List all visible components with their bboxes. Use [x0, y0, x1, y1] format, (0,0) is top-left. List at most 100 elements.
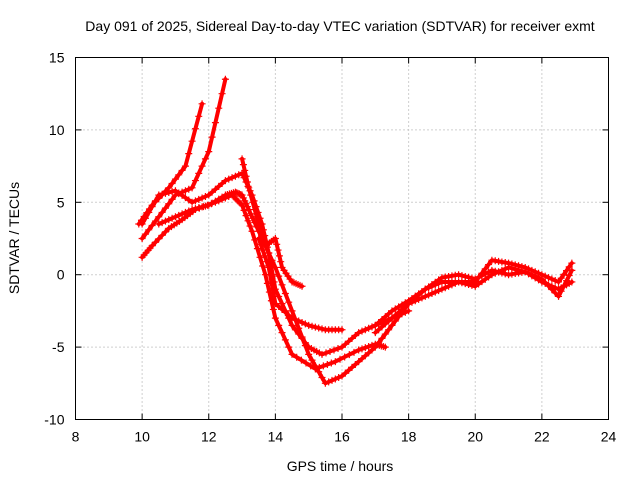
data-point-marker: [358, 345, 366, 353]
data-point-marker: [465, 281, 473, 289]
data-point-marker: [191, 125, 199, 133]
data-point-marker: [198, 162, 206, 170]
data-point-marker: [485, 261, 493, 269]
data-point-marker: [205, 148, 213, 156]
axis-ticks: [75, 57, 609, 420]
x-tick-label: 8: [72, 429, 80, 445]
data-point-marker: [195, 195, 203, 203]
data-point-marker: [328, 376, 336, 384]
data-point-marker: [244, 217, 252, 225]
data-point-marker: [231, 172, 239, 180]
data-point-marker: [238, 155, 246, 163]
data-point-marker: [211, 119, 219, 127]
data-point-marker: [208, 133, 216, 141]
data-point-marker: [431, 288, 439, 296]
data-point-marker: [281, 290, 289, 298]
data-point-marker: [301, 320, 309, 328]
data-point-marker: [255, 220, 263, 228]
data-point-marker: [291, 316, 299, 324]
data-point-marker: [375, 339, 383, 347]
data-point-marker: [521, 268, 529, 276]
data-point-marker: [298, 333, 306, 341]
data-point-marker: [278, 281, 286, 289]
data-point-marker: [418, 294, 426, 302]
data-point-marker: [175, 171, 183, 179]
data-point-marker: [242, 212, 250, 220]
data-point-marker: [263, 258, 271, 266]
data-point-marker: [468, 274, 476, 282]
data-point-marker: [425, 291, 433, 299]
data-point-marker: [501, 270, 509, 278]
series-trace: [136, 101, 205, 227]
data-point-marker: [335, 374, 343, 382]
data-point-marker: [458, 279, 466, 287]
data-point-marker: [155, 191, 163, 199]
data-point-marker: [261, 252, 269, 260]
data-point-marker: [256, 224, 264, 232]
data-point-marker: [161, 189, 169, 197]
data-point-marker: [259, 246, 267, 254]
data-point-marker: [298, 282, 306, 290]
data-point-marker: [311, 323, 319, 331]
data-point-marker: [319, 362, 327, 370]
data-point-marker: [331, 375, 339, 383]
data-point-marker: [148, 242, 156, 250]
data-point-marker: [560, 270, 568, 278]
data-point-marker: [198, 203, 206, 211]
data-point-marker: [285, 298, 293, 306]
data-point-marker: [239, 161, 247, 169]
data-point-marker: [221, 177, 229, 185]
y-tick-label: 5: [57, 194, 65, 210]
data-point-marker: [341, 353, 349, 361]
data-point-marker: [545, 282, 553, 290]
data-point-marker: [295, 317, 303, 325]
data-point-marker: [145, 208, 153, 216]
data-point-marker: [361, 326, 369, 334]
data-point-marker: [171, 175, 179, 183]
data-point-marker: [297, 356, 305, 364]
data-point-marker: [330, 346, 338, 354]
data-point-marker: [181, 187, 189, 195]
data-point-marker: [388, 321, 396, 329]
data-point-marker: [268, 256, 276, 264]
data-point-marker: [185, 207, 193, 215]
data-point-marker: [455, 271, 463, 279]
data-point-marker: [355, 329, 363, 337]
data-point-marker: [138, 220, 146, 228]
data-point-marker: [311, 362, 319, 370]
data-point-marker: [555, 278, 563, 286]
data-point-marker: [195, 112, 203, 120]
data-point-marker: [161, 228, 169, 236]
data-point-marker: [168, 195, 176, 203]
y-tick-label: -5: [52, 339, 65, 355]
data-point-marker: [385, 326, 393, 334]
data-point-marker: [548, 285, 556, 293]
data-point-marker: [158, 208, 166, 216]
data-point-marker: [269, 285, 277, 293]
data-point-marker: [548, 275, 556, 283]
data-point-marker: [225, 175, 233, 183]
data-point-marker: [141, 230, 149, 238]
data-point-marker: [185, 150, 193, 158]
data-point-marker: [298, 318, 306, 326]
data-point-marker: [168, 179, 176, 187]
x-tick-label: 18: [401, 429, 417, 445]
data-point-marker: [249, 198, 257, 206]
data-point-marker: [265, 249, 273, 257]
data-point-marker: [305, 321, 313, 329]
y-tick-label: 10: [49, 122, 65, 138]
data-point-marker: [145, 226, 153, 234]
data-point-marker: [158, 190, 166, 198]
data-point-marker: [242, 172, 250, 180]
data-point-marker: [355, 346, 363, 354]
data-point-marker: [195, 204, 203, 212]
data-point-marker: [271, 314, 279, 322]
data-point-marker: [171, 213, 179, 221]
data-point-marker: [266, 271, 274, 279]
data-point-marker: [198, 100, 206, 108]
data-point-marker: [255, 235, 263, 242]
data-point-marker: [538, 275, 546, 283]
data-point-marker: [285, 343, 293, 351]
x-tick-label: 14: [268, 429, 284, 445]
x-tick-label: 22: [534, 429, 550, 445]
